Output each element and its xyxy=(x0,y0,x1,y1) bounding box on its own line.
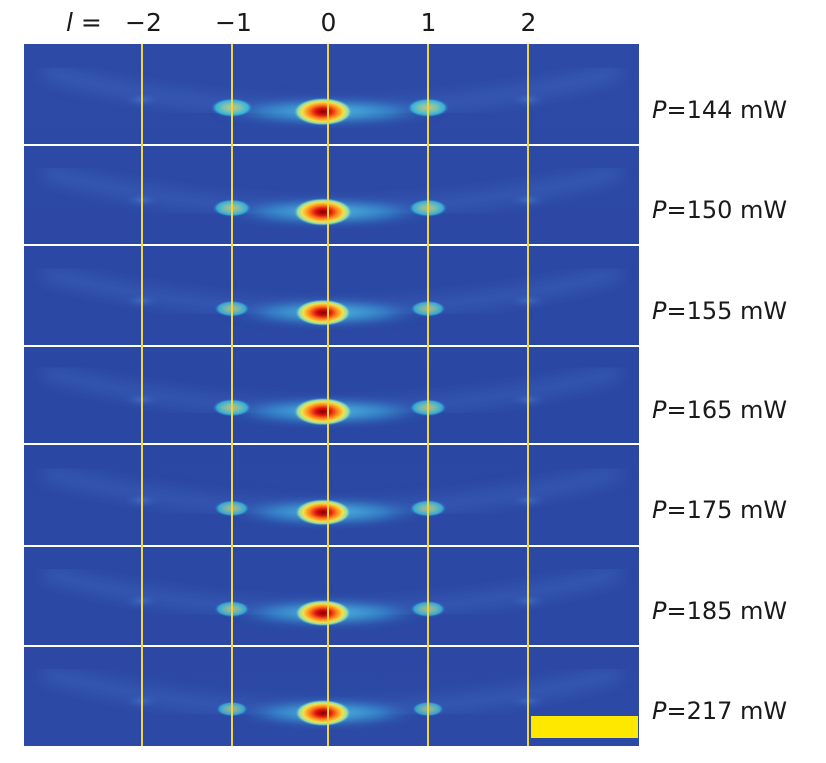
diffraction-order-lines xyxy=(141,44,529,746)
tick-label: 1 xyxy=(420,8,437,37)
panel-5-order-0-spot xyxy=(294,499,352,526)
power-label-var: P xyxy=(652,196,667,224)
power-label-eq: = xyxy=(666,597,687,625)
power-label-1: P=144 mW xyxy=(652,96,787,124)
power-label-eq: = xyxy=(666,395,687,424)
scale-bar xyxy=(531,716,638,738)
power-label-value: 185 mW xyxy=(686,597,788,625)
power-label-value: 155 mW xyxy=(686,296,788,325)
power-label-eq: = xyxy=(666,296,687,325)
tick-label: −2 xyxy=(125,8,162,37)
order-axis-equals: = xyxy=(80,8,102,37)
panel-1-order-0-spot xyxy=(293,97,353,126)
power-label-eq: = xyxy=(666,697,687,725)
power-label-2: P=150 mW xyxy=(652,196,787,224)
power-label-value: 144 mW xyxy=(686,95,788,124)
power-label-6: P=185 mW xyxy=(652,597,787,625)
order-axis-title: l = xyxy=(66,8,102,37)
power-label-eq: = xyxy=(666,496,687,525)
power-label-var: P xyxy=(652,395,667,424)
power-label-var: P xyxy=(652,296,667,325)
power-label-value: 150 mW xyxy=(686,196,788,224)
tick-label: 0 xyxy=(320,8,337,37)
power-label-4: P=165 mW xyxy=(652,396,787,424)
power-label-7: P=217 mW xyxy=(652,697,787,725)
panel-3-order-0-spot xyxy=(294,299,352,326)
power-label-value: 217 mW xyxy=(686,697,788,725)
power-label-var: P xyxy=(652,697,667,725)
power-label-var: P xyxy=(652,95,667,124)
tick-label: 2 xyxy=(520,8,537,37)
power-label-eq: = xyxy=(666,196,687,224)
power-label-var: P xyxy=(652,496,667,525)
power-label-5: P=175 mW xyxy=(652,496,787,524)
power-label-value: 175 mW xyxy=(686,496,788,525)
order-axis-variable: l xyxy=(66,8,73,37)
panel-4-order-0-spot xyxy=(293,397,353,426)
panel-separators xyxy=(24,144,639,647)
panel-7-order-0-spot xyxy=(294,699,352,727)
power-label-3: P=155 mW xyxy=(652,297,787,325)
tick-label: −1 xyxy=(215,8,252,37)
power-label-value: 165 mW xyxy=(686,395,788,424)
panel-2-order-0-spot xyxy=(293,198,353,226)
power-label-eq: = xyxy=(666,95,687,124)
panel-1 xyxy=(42,66,621,126)
power-label-var: P xyxy=(652,597,667,625)
panel-6-order-0-spot xyxy=(294,599,352,627)
